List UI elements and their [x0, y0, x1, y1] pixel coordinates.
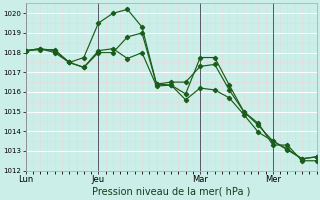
X-axis label: Pression niveau de la mer( hPa ): Pression niveau de la mer( hPa ) [92, 187, 250, 197]
